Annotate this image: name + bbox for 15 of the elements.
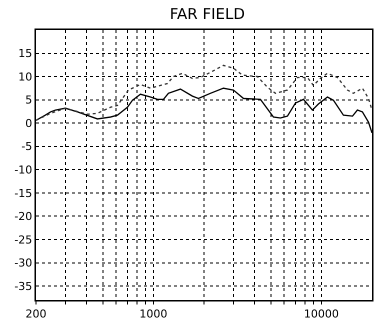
y-tick-label: -5 bbox=[21, 140, 32, 154]
y-tick-label: -35 bbox=[14, 280, 32, 293]
y-tick-label: 15 bbox=[18, 47, 32, 60]
x-tick-label: 10000 bbox=[304, 308, 339, 321]
y-tick-label: -25 bbox=[14, 233, 32, 246]
x-tick-label: 200 bbox=[26, 308, 46, 321]
y-tick-label: 0 bbox=[25, 116, 32, 130]
x-tick-label: 1000 bbox=[139, 308, 168, 321]
y-tick-label: -20 bbox=[14, 210, 32, 224]
y-tick-label: 5 bbox=[25, 94, 32, 107]
y-tick-label: -10 bbox=[14, 164, 32, 177]
y-tick-label: 10 bbox=[18, 70, 32, 84]
y-tick-label: -30 bbox=[14, 256, 32, 270]
y-tick-label: -15 bbox=[14, 186, 32, 200]
chart-title: FAR FIELD bbox=[170, 4, 245, 23]
